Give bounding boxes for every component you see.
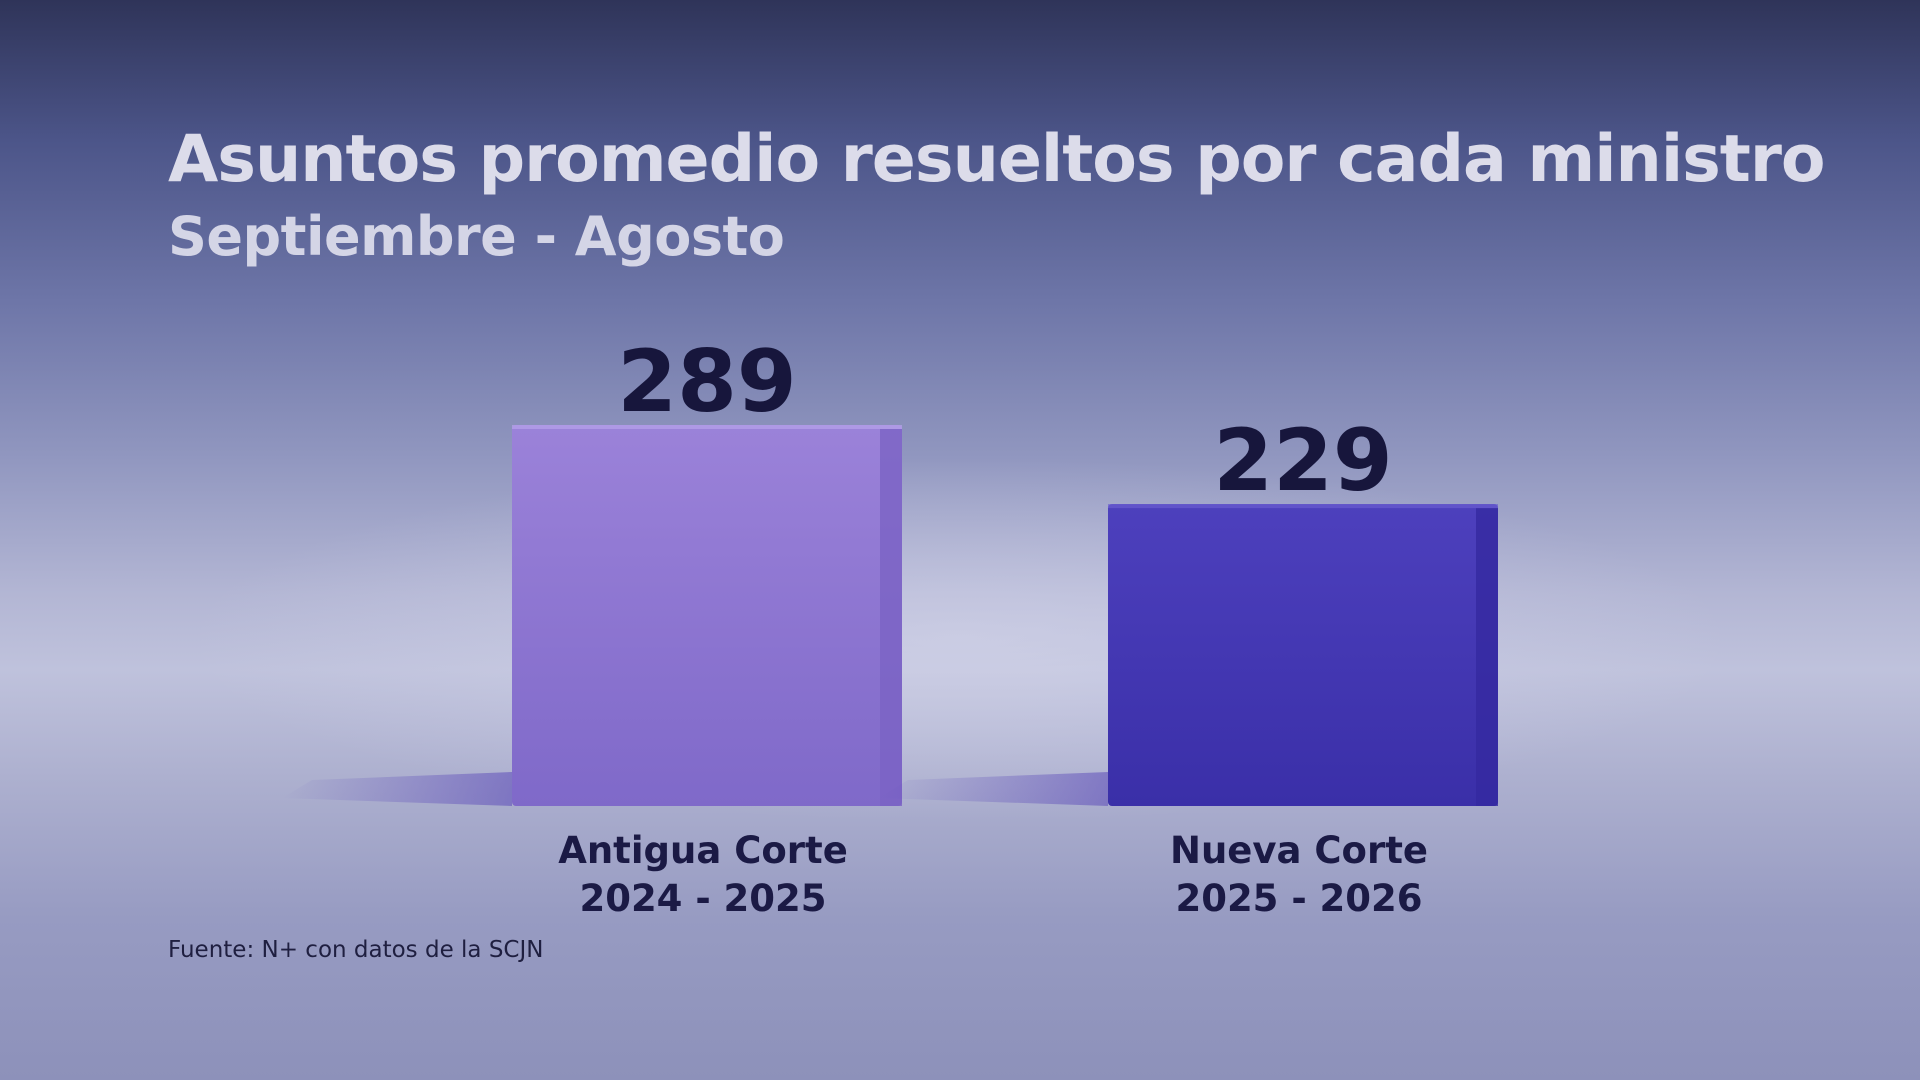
bar-shadow: [282, 772, 512, 806]
category-period-0: 2024 - 2025: [579, 877, 826, 920]
value-label-0: 289: [617, 332, 797, 432]
category-period-1: 2025 - 2026: [1175, 877, 1422, 920]
category-label-1: Nueva Corte: [1170, 829, 1428, 872]
bar-shadow: [878, 772, 1108, 806]
bar-1-top-edge: [1108, 504, 1498, 509]
value-label-1: 229: [1213, 411, 1393, 511]
source-note: Fuente: N+ con datos de la SCJN: [168, 937, 544, 963]
bar-0: [512, 425, 902, 806]
chart-subtitle: Septiembre - Agosto: [168, 205, 785, 268]
bar-1-side: [1476, 508, 1498, 806]
bar-0-side: [880, 429, 902, 806]
bar-1: [1108, 504, 1498, 806]
chart-title: Asuntos promedio resueltos por cada mini…: [168, 122, 1826, 197]
category-label-0: Antigua Corte: [558, 829, 848, 872]
bar-0-top-edge: [512, 425, 902, 429]
